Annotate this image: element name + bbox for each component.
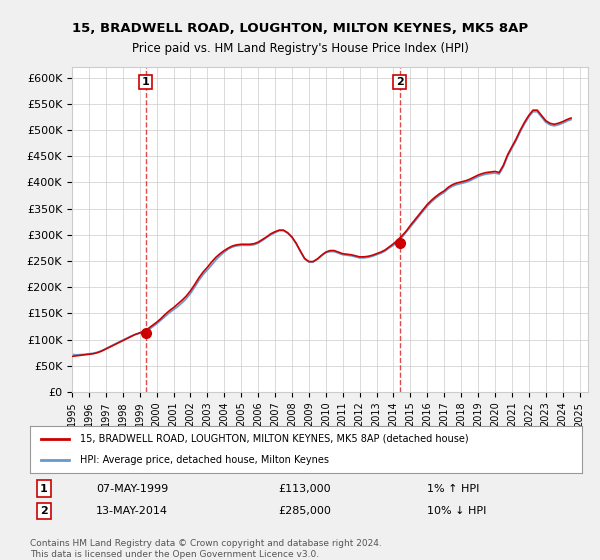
- Text: Contains HM Land Registry data © Crown copyright and database right 2024.
This d: Contains HM Land Registry data © Crown c…: [30, 539, 382, 559]
- Text: Price paid vs. HM Land Registry's House Price Index (HPI): Price paid vs. HM Land Registry's House …: [131, 42, 469, 55]
- Text: £285,000: £285,000: [278, 506, 331, 516]
- Text: 1: 1: [40, 484, 47, 493]
- Text: 1% ↑ HPI: 1% ↑ HPI: [427, 484, 480, 493]
- Text: £113,000: £113,000: [278, 484, 331, 493]
- Text: 1: 1: [142, 77, 149, 87]
- Text: 15, BRADWELL ROAD, LOUGHTON, MILTON KEYNES, MK5 8AP: 15, BRADWELL ROAD, LOUGHTON, MILTON KEYN…: [72, 22, 528, 35]
- Text: 10% ↓ HPI: 10% ↓ HPI: [427, 506, 487, 516]
- Text: 2: 2: [395, 77, 403, 87]
- Text: 15, BRADWELL ROAD, LOUGHTON, MILTON KEYNES, MK5 8AP (detached house): 15, BRADWELL ROAD, LOUGHTON, MILTON KEYN…: [80, 434, 469, 444]
- Text: 07-MAY-1999: 07-MAY-1999: [96, 484, 169, 493]
- Text: 2: 2: [40, 506, 47, 516]
- Text: 13-MAY-2014: 13-MAY-2014: [96, 506, 168, 516]
- Text: HPI: Average price, detached house, Milton Keynes: HPI: Average price, detached house, Milt…: [80, 455, 329, 465]
